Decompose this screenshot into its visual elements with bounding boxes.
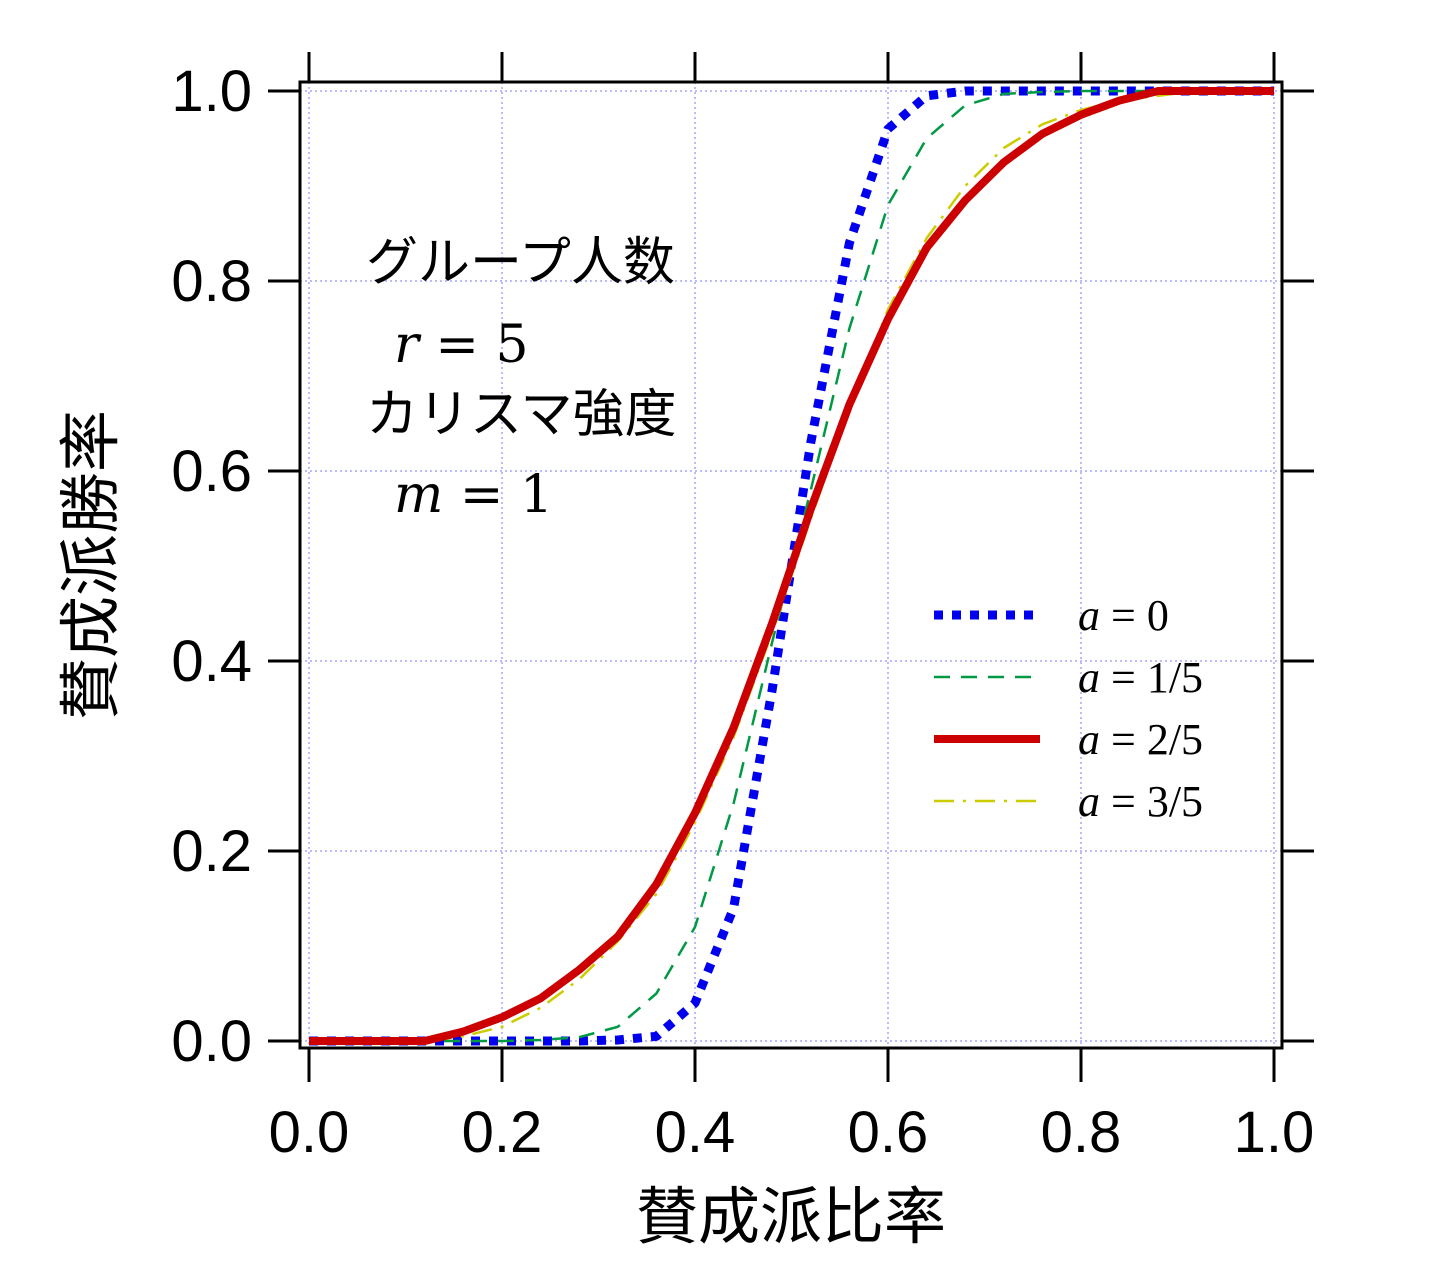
r-equals: = 5 xyxy=(419,315,529,375)
y-axis-title: 賛成派勝率 xyxy=(54,410,127,720)
grid xyxy=(300,82,1282,1048)
group-size-value: r = 5 xyxy=(394,315,529,375)
y-tick-label: 0.0 xyxy=(171,1009,252,1074)
legend-eq: = 3/5 xyxy=(1100,777,1203,826)
axis-ticks xyxy=(268,52,1314,1082)
legend-label-0: a = 0 xyxy=(1078,591,1169,640)
legend-var: a xyxy=(1078,777,1100,826)
x-axis-title: 賛成派比率 xyxy=(636,1180,946,1253)
tick-labels: 0.0 0.2 0.4 0.6 0.8 1.0 0.0 0.2 0.4 0.6 0.8 1.0 xyxy=(171,59,1314,1165)
series-lines xyxy=(309,86,1274,1046)
x-tick-label: 0.8 xyxy=(1041,1100,1122,1165)
charisma-label: カリスマ強度 xyxy=(366,385,676,445)
r-variable: r xyxy=(394,315,422,375)
legend-eq: = 1/5 xyxy=(1100,653,1203,702)
legend-label-1: a = 1/5 xyxy=(1078,653,1203,702)
legend-eq: = 0 xyxy=(1100,591,1169,640)
legend: a = 0a = 1/5a = 2/5a = 3/5 xyxy=(934,591,1203,826)
legend-var: a xyxy=(1078,715,1100,764)
y-tick-label: 0.6 xyxy=(171,439,252,504)
x-tick-label: 1.0 xyxy=(1234,1100,1315,1165)
m-variable: m xyxy=(394,465,443,525)
legend-var: a xyxy=(1078,653,1100,702)
series-line-2 xyxy=(309,87,1274,1045)
x-tick-label: 0.4 xyxy=(655,1100,736,1165)
x-tick-label: 0.2 xyxy=(462,1100,543,1165)
m-equals: = 1 xyxy=(443,465,553,525)
group-size-label: グループ人数 xyxy=(366,233,675,293)
legend-label-3: a = 3/5 xyxy=(1078,777,1203,826)
y-tick-label: 0.2 xyxy=(171,819,252,884)
legend-eq: = 2/5 xyxy=(1100,715,1203,764)
y-tick-label: 0.8 xyxy=(171,249,252,314)
legend-label-2: a = 2/5 xyxy=(1078,715,1203,764)
x-tick-label: 0.0 xyxy=(269,1100,350,1165)
y-tick-label: 1.0 xyxy=(171,59,252,124)
plot-frame xyxy=(298,80,1284,1050)
legend-var: a xyxy=(1078,591,1100,640)
charisma-value: m = 1 xyxy=(394,465,553,525)
parameter-annotation: グループ人数 r = 5 カリスマ強度 m = 1 xyxy=(366,233,676,525)
y-tick-label: 0.4 xyxy=(171,629,252,694)
x-tick-label: 0.6 xyxy=(848,1100,929,1165)
